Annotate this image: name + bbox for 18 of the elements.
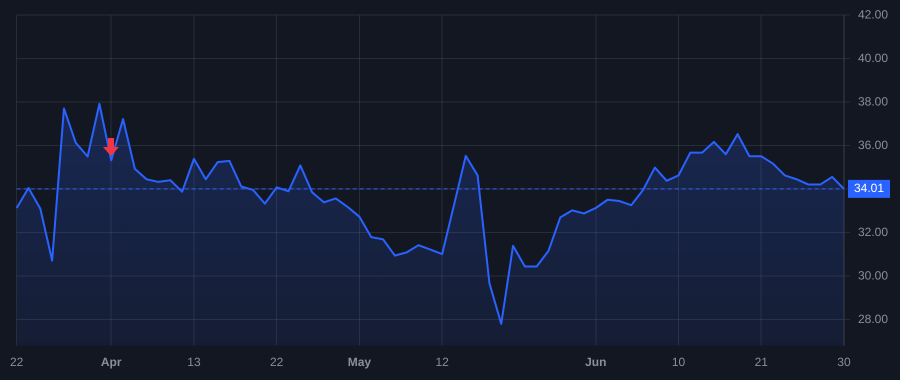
x-tick-label: 22 bbox=[10, 355, 24, 370]
x-tick-label: 12 bbox=[435, 355, 450, 370]
x-tick-label: 10 bbox=[672, 355, 686, 370]
y-tick-label: 40.00 bbox=[858, 50, 888, 65]
x-tick-label: 30 bbox=[837, 355, 851, 370]
y-tick-label: 32.00 bbox=[858, 224, 888, 239]
x-tick-label: Apr bbox=[100, 355, 122, 370]
y-tick-label: 42.00 bbox=[858, 8, 888, 22]
x-tick-label: 21 bbox=[754, 355, 768, 370]
y-tick-label: 30.00 bbox=[858, 268, 888, 282]
ref-line-label: 34.01 bbox=[854, 181, 884, 196]
y-tick-label: 28.00 bbox=[858, 312, 888, 326]
x-tick-label: 22 bbox=[270, 355, 284, 370]
x-tick-label: 13 bbox=[187, 355, 201, 370]
y-tick-label: 38.00 bbox=[858, 94, 888, 108]
x-tick-label: May bbox=[348, 355, 372, 370]
y-tick-label: 36.00 bbox=[858, 138, 888, 152]
x-tick-label: Jun bbox=[585, 355, 606, 370]
